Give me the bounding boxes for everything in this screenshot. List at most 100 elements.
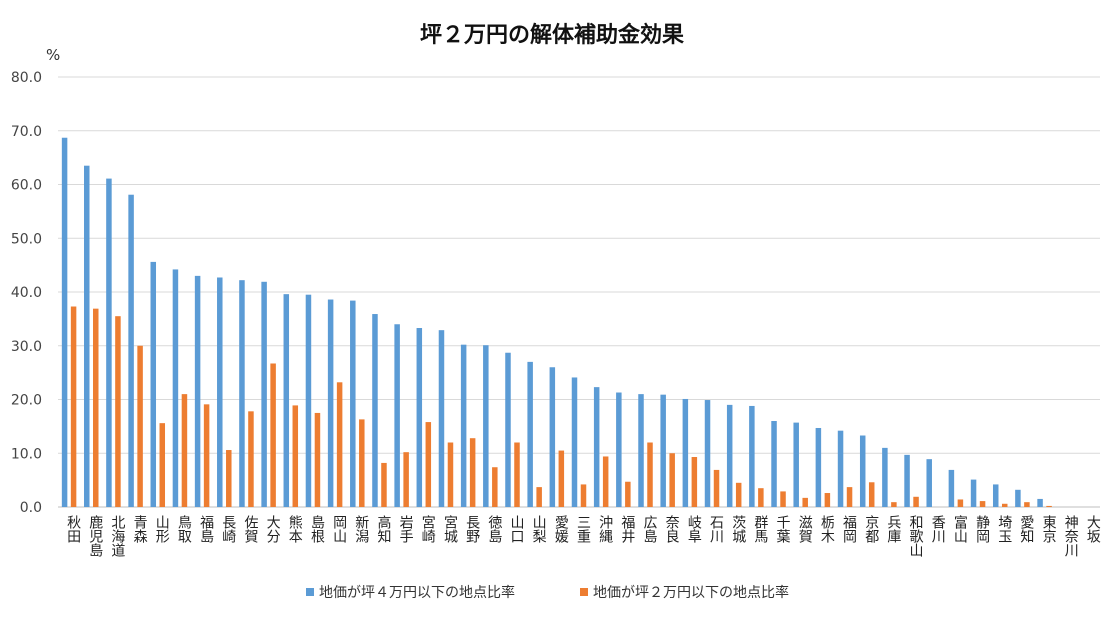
y-tick-label: 50.0 <box>11 231 42 247</box>
bar-2man <box>226 450 232 507</box>
bar-2man <box>558 450 565 507</box>
bar-4man <box>438 330 445 507</box>
bar-4man <box>970 479 977 507</box>
x-tick-label: 北海道 <box>109 515 125 558</box>
x-tick-label: 富山 <box>952 514 968 543</box>
x-tick-label: 長崎 <box>220 515 236 543</box>
bar-2man <box>913 496 919 507</box>
bar-4man <box>682 398 689 507</box>
bar-4man <box>84 165 90 507</box>
x-tick-label: 福井 <box>619 515 635 544</box>
chart-title: 坪２万円の解体補助金効果 <box>420 22 684 48</box>
bar-4man <box>1037 498 1043 507</box>
bar-2man <box>115 316 121 507</box>
bar-2man <box>802 497 808 507</box>
x-tick-label: 石川 <box>708 515 724 543</box>
bar-4man <box>926 459 932 507</box>
y-tick-label: 60.0 <box>11 178 42 194</box>
x-tick-label: 山梨 <box>531 515 547 543</box>
bar-4man <box>815 427 822 507</box>
x-tick-label: 山形 <box>154 515 170 543</box>
bar-4man <box>128 194 134 507</box>
legend-label-2man: 地価が坪２万円以下の地点比率 <box>593 584 789 601</box>
bar-4man <box>771 421 777 507</box>
x-tick-label: 佐賀 <box>242 515 258 543</box>
x-tick-label: 京都 <box>863 515 879 543</box>
x-tick-label: 茨城 <box>730 515 746 544</box>
bar-4man <box>571 377 578 507</box>
x-tick-label: 山口 <box>508 515 524 543</box>
bar-4man <box>327 299 334 507</box>
bar-2man <box>1046 505 1052 507</box>
gridlines <box>58 76 1100 508</box>
y-tick-label: 10.0 <box>11 446 42 462</box>
bar-2man <box>203 404 210 507</box>
bar-4man <box>616 392 622 507</box>
x-tick-label: 広島 <box>642 515 658 543</box>
legend-swatch-2man <box>580 588 588 596</box>
x-tick-label: 高知 <box>375 514 391 543</box>
y-tick-label: 20.0 <box>11 393 42 409</box>
x-tick-label: 鹿児島 <box>87 514 103 557</box>
bar-4man <box>372 314 378 507</box>
x-tick-label: 静岡 <box>974 515 990 544</box>
y-tick-label: 40.0 <box>11 285 42 301</box>
bar-2man <box>514 442 520 507</box>
bar-2man <box>891 502 897 507</box>
bar-2man <box>159 423 166 507</box>
bar-4man <box>483 345 489 507</box>
legend: 地価が坪４万円以下の地点比率 地価が坪２万円以下の地点比率 <box>306 584 789 601</box>
x-tick-label: 香川 <box>930 515 946 543</box>
bar-2man <box>1024 502 1030 507</box>
x-tick-label: 宮崎 <box>420 515 436 543</box>
bar-2man <box>691 457 698 507</box>
x-tick-label: 新潟 <box>353 515 369 543</box>
x-tick-label: 秋田 <box>65 515 81 543</box>
bar-2man <box>735 482 742 507</box>
bar-2man <box>957 499 964 507</box>
x-tick-label: 大坂 <box>1085 515 1101 543</box>
y-tick-label: 30.0 <box>11 339 42 355</box>
bar-2man <box>381 462 387 507</box>
bar-4man <box>638 394 644 507</box>
y-axis-ticks: 0.0 10.0 20.0 30.0 40.0 50.0 60.0 70.0 80.0 <box>11 70 42 516</box>
x-tick-label: 鳥取 <box>176 515 192 543</box>
x-tick-label: 長野 <box>464 515 480 543</box>
bar-4man <box>460 344 467 507</box>
bar-4man <box>549 367 556 507</box>
bar-4man <box>593 387 600 507</box>
bar-4man <box>704 400 711 507</box>
x-tick-label: 滋賀 <box>797 515 813 543</box>
bar-2man <box>625 481 631 507</box>
bar-2man <box>336 382 343 507</box>
bar-4man <box>660 394 666 507</box>
bar-2man <box>492 467 498 507</box>
bar-2man <box>979 501 986 507</box>
bar-4man <box>505 352 511 507</box>
bar-4man <box>948 469 955 507</box>
bar-4man <box>283 294 290 507</box>
bar-2man <box>359 419 365 507</box>
x-tick-label: 三重 <box>575 515 591 543</box>
bars <box>61 137 1052 508</box>
bar-2man <box>846 487 853 507</box>
x-tick-label: 神奈川 <box>1063 515 1079 557</box>
y-axis-unit-label: % <box>46 46 60 64</box>
bar-4man <box>837 430 844 507</box>
bar-4man <box>217 277 223 507</box>
x-tick-label: 岩手 <box>398 515 414 544</box>
bar-2man <box>1001 503 1008 507</box>
x-tick-label: 東京 <box>1041 515 1057 543</box>
bar-4man <box>527 361 533 507</box>
x-tick-label: 福岡 <box>841 515 857 544</box>
bar-2man <box>137 345 143 507</box>
bar-4man <box>150 261 157 507</box>
x-tick-label: 群馬 <box>752 515 768 543</box>
x-tick-label: 愛知 <box>1018 515 1034 543</box>
x-tick-label: 熊本 <box>287 515 303 543</box>
y-tick-label: 70.0 <box>11 124 42 140</box>
bar-2man <box>270 363 276 507</box>
bar-4man <box>350 300 356 507</box>
bar-4man <box>793 422 799 507</box>
